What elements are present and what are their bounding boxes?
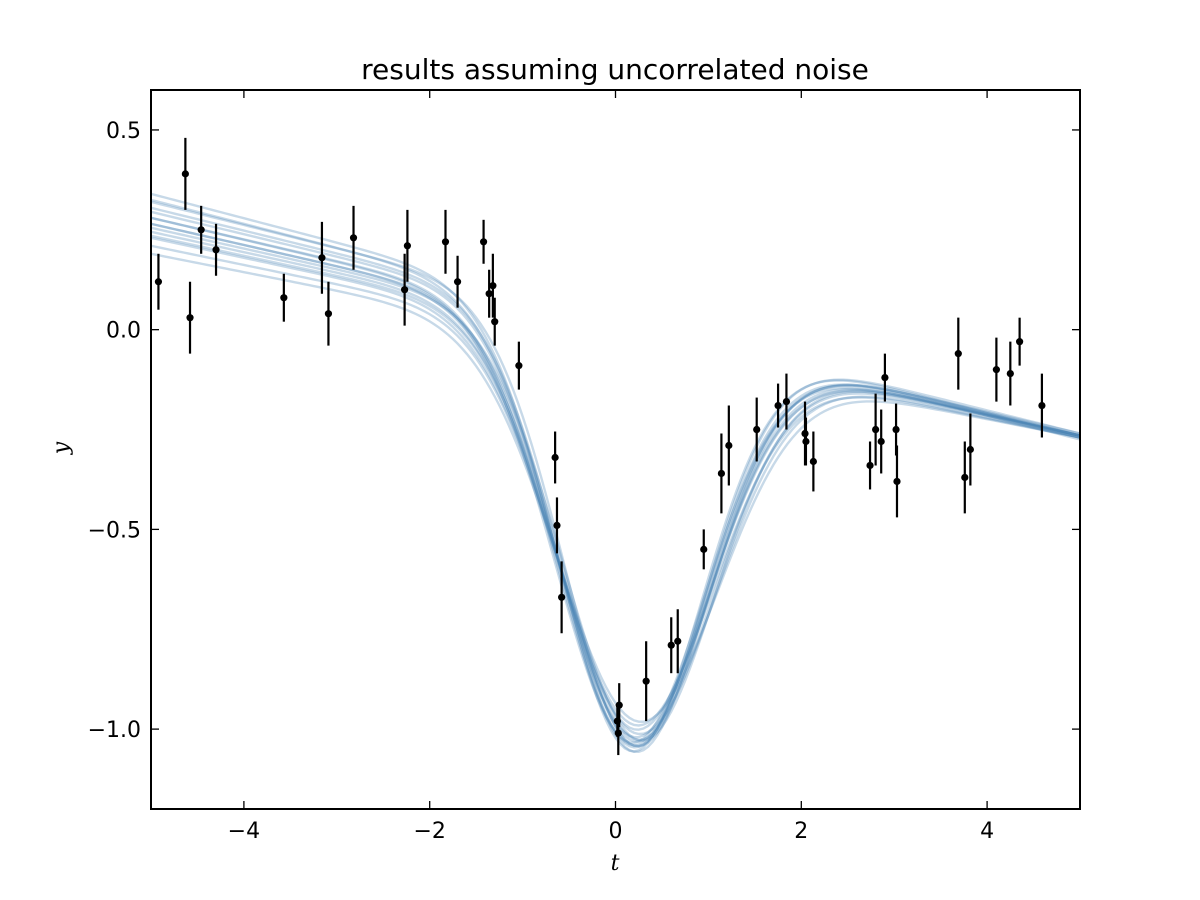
y-tick-label-3: −1.0 xyxy=(88,718,141,743)
data-point-40 xyxy=(892,425,900,434)
data-point-2 xyxy=(186,314,194,322)
y-tick-label-1: 0.0 xyxy=(106,319,141,344)
data-point-27 xyxy=(700,545,708,553)
data-point-6 xyxy=(318,254,326,262)
data-point-46 xyxy=(1006,370,1014,378)
chart-title: results assuming uncorrelated noise xyxy=(361,53,869,86)
y-tick-label-0: 0.5 xyxy=(106,119,141,144)
data-point-45 xyxy=(992,366,1000,374)
sample-curve-0 xyxy=(151,222,1080,743)
data-points xyxy=(154,137,1046,756)
data-point-47 xyxy=(1016,338,1024,346)
data-point-10 xyxy=(403,242,412,250)
plot-frame xyxy=(150,89,1081,810)
data-point-7 xyxy=(324,310,333,318)
data-point-19 xyxy=(553,521,561,529)
sample-curve-6 xyxy=(151,226,1080,742)
data-point-5 xyxy=(280,294,288,302)
data-point-9 xyxy=(401,286,409,294)
data-point-20 xyxy=(558,593,566,601)
data-point-43 xyxy=(961,473,969,482)
data-point-22 xyxy=(614,729,622,737)
y-tick-label-2: −0.5 xyxy=(88,518,141,543)
sample-curve-13 xyxy=(151,206,1080,748)
data-point-3 xyxy=(197,226,205,234)
data-point-18 xyxy=(551,453,559,462)
sample-curve-8 xyxy=(151,236,1080,736)
x-tick-label-4: 4 xyxy=(980,819,994,844)
data-point-36 xyxy=(866,461,874,470)
x-axis-label: t xyxy=(611,851,620,876)
x-tick-label-3: 2 xyxy=(794,819,808,844)
sample-curve-11 xyxy=(151,192,1080,753)
data-point-16 xyxy=(491,318,499,326)
y-axis-label: y xyxy=(49,441,74,455)
sample-curve-4 xyxy=(151,244,1080,727)
data-point-13 xyxy=(479,238,488,246)
data-point-1 xyxy=(181,170,189,178)
sample-curve-10 xyxy=(151,252,1080,723)
data-point-4 xyxy=(212,246,220,254)
data-point-26 xyxy=(674,637,682,645)
sample-curve-7 xyxy=(151,200,1080,748)
data-point-17 xyxy=(515,362,523,370)
x-tick-label-0: −4 xyxy=(228,819,260,844)
data-point-28 xyxy=(717,469,726,478)
data-point-14 xyxy=(485,290,493,298)
data-point-11 xyxy=(441,238,450,246)
data-point-25 xyxy=(667,641,675,649)
data-point-29 xyxy=(725,441,733,450)
data-point-23 xyxy=(615,701,623,709)
data-point-34 xyxy=(802,437,810,446)
sample-curve-12 xyxy=(151,222,1080,731)
x-tick-label-2: 0 xyxy=(609,819,623,844)
x-tick-label-1: −2 xyxy=(413,819,445,844)
data-point-42 xyxy=(954,350,962,358)
data-point-8 xyxy=(349,234,358,242)
data-point-12 xyxy=(453,278,462,286)
axis-ticks: −4 −2 0 2 4 0.5 0.0 −0.5 −1.0 xyxy=(88,90,1080,844)
data-point-44 xyxy=(966,445,974,454)
data-point-30 xyxy=(753,425,761,434)
data-point-35 xyxy=(809,457,817,466)
data-point-41 xyxy=(893,477,901,486)
data-point-24 xyxy=(642,677,650,685)
data-point-0 xyxy=(154,278,163,286)
data-point-31 xyxy=(774,401,782,410)
data-point-32 xyxy=(782,397,791,406)
data-point-15 xyxy=(489,282,497,290)
data-point-38 xyxy=(877,437,885,446)
data-point-48 xyxy=(1038,401,1046,410)
data-point-39 xyxy=(881,374,889,382)
data-point-37 xyxy=(872,425,880,434)
